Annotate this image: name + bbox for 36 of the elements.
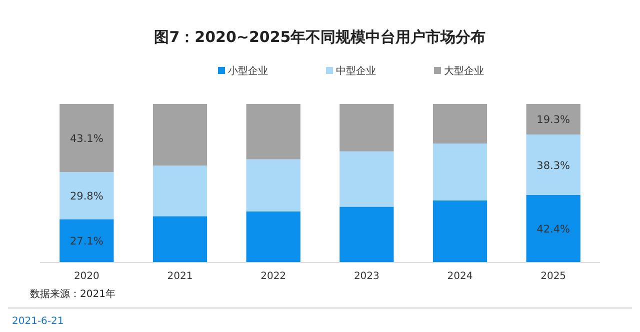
legend-label: 中型企业: [336, 65, 376, 77]
legend-label: 大型企业: [444, 65, 484, 77]
data-label: 29.8%: [70, 190, 104, 203]
bar: [152, 166, 208, 216]
bar: [152, 216, 208, 262]
bar: [526, 134, 580, 196]
bar: [432, 104, 488, 144]
x-tick-label: 2023: [354, 271, 380, 282]
bar: [526, 195, 580, 262]
source-note: 数据来源：2021年: [30, 288, 116, 300]
x-tick-label: 2020: [74, 271, 100, 282]
bar: [340, 206, 394, 262]
bar: [432, 144, 488, 200]
data-label: 27.1%: [70, 236, 104, 248]
data-label: 42.4%: [536, 224, 570, 236]
bar: [60, 104, 114, 172]
bar: [60, 219, 114, 262]
bar: [526, 104, 580, 134]
bar: [340, 104, 394, 152]
bar: [152, 104, 208, 166]
chart-title: 图7：2020~2025年不同规模中台用户市场分布: [154, 28, 486, 46]
bar: [246, 159, 300, 212]
data-label: 38.3%: [536, 160, 570, 172]
legend-label: 小型企业: [228, 65, 268, 77]
bar: [246, 211, 300, 262]
x-tick-label: 2024: [447, 271, 473, 282]
x-tick-label: 2022: [260, 271, 286, 282]
bar: [432, 200, 488, 262]
data-label: 43.1%: [70, 133, 104, 146]
data-label: 19.3%: [536, 114, 570, 126]
text: 2021-6-21: [12, 316, 64, 327]
bar: [246, 104, 300, 160]
x-tick-label: 2025: [540, 271, 566, 282]
bar: [60, 172, 114, 220]
x-tick-label: 2021: [167, 271, 193, 282]
bar: [340, 151, 394, 207]
